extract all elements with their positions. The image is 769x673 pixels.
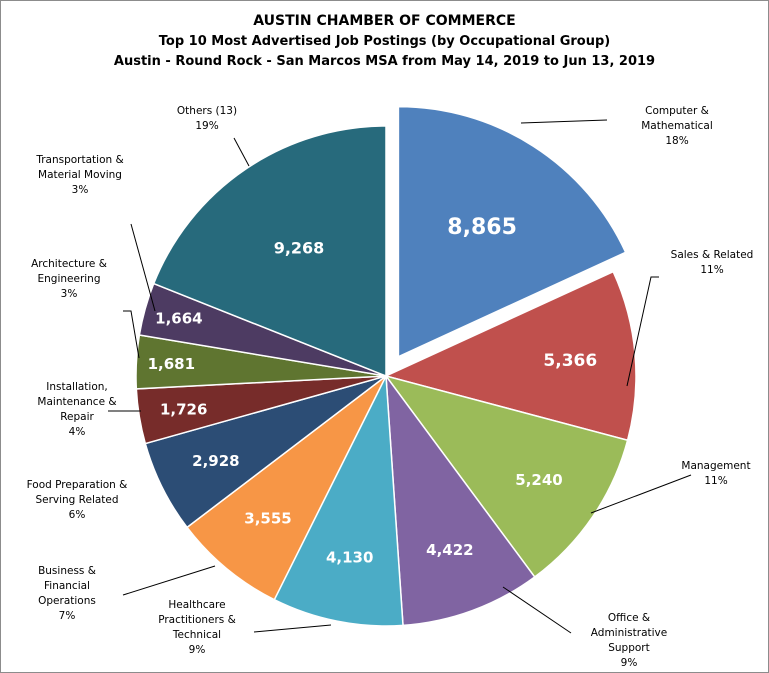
category-label-management: Management 11%: [681, 460, 750, 487]
value-label-sales-related: 5,366: [543, 351, 597, 371]
category-label-others-13: Others (13) 19%: [177, 105, 237, 132]
value-label-management: 5,240: [515, 471, 562, 489]
value-label-office-administrative-support: 4,422: [426, 541, 473, 559]
leader-line-business-financial-operations: [123, 566, 215, 595]
leader-line-computer-mathematical: [521, 120, 607, 123]
category-label-transportation-material-moving: Transportation & Material Moving 3%: [35, 154, 123, 196]
category-label-computer-mathematical: Computer & Mathematical 18%: [641, 105, 713, 147]
category-label-sales-related: Sales & Related 11%: [671, 249, 754, 276]
percent-label-sales-related: 11%: [700, 264, 723, 276]
value-label-others-13: 9,268: [274, 238, 325, 257]
value-label-business-financial-operations: 3,555: [244, 510, 291, 528]
pie-chart: 8,865 Computer & Mathematical 18% 5,366 Sales…: [1, 1, 768, 672]
category-label-food-preparation-serving-related: Food Preparation & Serving Related 6%: [27, 479, 128, 521]
percent-label-management: 11%: [704, 475, 727, 487]
value-label-installation-maintenance-repair: 1,726: [160, 401, 207, 419]
value-label-food-preparation-serving-related: 2,928: [192, 452, 239, 470]
leader-line-healthcare-practitioners-technical: [254, 625, 331, 632]
leader-line-others-13: [234, 138, 249, 166]
category-label-architecture-engineering: Architecture & Engineering 3%: [31, 258, 107, 300]
value-label-healthcare-practitioners-technical: 4,130: [326, 549, 373, 567]
percent-label-others-13: 19%: [195, 120, 218, 132]
percent-label-office-administrative-support: 9%: [621, 657, 638, 669]
value-label-computer-mathematical: 8,865: [447, 215, 517, 240]
leader-line-office-administrative-support: [503, 587, 571, 633]
value-label-architecture-engineering: 1,681: [148, 355, 195, 373]
percent-label-architecture-engineering: 3%: [61, 288, 78, 300]
value-label-transportation-material-moving: 1,664: [155, 310, 202, 328]
chart-frame: AUSTIN CHAMBER OF COMMERCE Top 10 Most A…: [0, 0, 769, 673]
percent-label-business-financial-operations: 7%: [59, 610, 76, 622]
percent-label-healthcare-practitioners-technical: 9%: [189, 644, 206, 656]
percent-label-food-preparation-serving-related: 6%: [69, 509, 86, 521]
category-label-installation-maintenance-repair: Installation, Maintenance & Repair 4%: [37, 381, 116, 438]
percent-label-installation-maintenance-repair: 4%: [69, 426, 86, 438]
category-label-business-financial-operations: Business & Financial Operations 7%: [38, 565, 96, 622]
percent-label-computer-mathematical: 18%: [665, 135, 688, 147]
leader-line-transportation-material-moving: [131, 224, 155, 311]
category-label-office-administrative-support: Office & Administrative Support 9%: [591, 612, 667, 669]
category-label-healthcare-practitioners-technical: Healthcare Practitioners & Technical 9%: [158, 599, 236, 656]
percent-label-transportation-material-moving: 3%: [72, 184, 89, 196]
